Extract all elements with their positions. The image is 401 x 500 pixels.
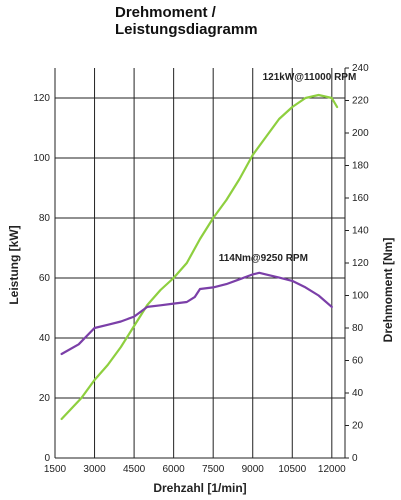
peak-power-annotation: 121kW@11000 RPM bbox=[263, 72, 357, 83]
y-right-tick-label: 240 bbox=[352, 63, 369, 74]
y-right-tick-label: 0 bbox=[352, 453, 358, 464]
y-left-tick-label: 80 bbox=[39, 213, 51, 224]
peak-torque-annotation: 114Nm@9250 RPM bbox=[219, 253, 308, 264]
y-right-tick-label: 60 bbox=[352, 356, 364, 367]
x-tick-label: 7500 bbox=[202, 464, 225, 475]
annotations: 121kW@11000 RPM 114Nm@9250 RPM bbox=[219, 72, 357, 264]
y-right-tick-label: 200 bbox=[352, 128, 369, 139]
x-tick-label: 4500 bbox=[123, 464, 146, 475]
grid-lines bbox=[54, 68, 346, 459]
x-tick-label: 10500 bbox=[278, 464, 306, 475]
y-right-tick-label: 120 bbox=[352, 258, 369, 269]
y-right-tick-label: 100 bbox=[352, 291, 369, 302]
x-tick-label: 3000 bbox=[83, 464, 106, 475]
y-right-tick-label: 140 bbox=[352, 226, 369, 237]
chart-title-line-2: Leistungsdiagramm bbox=[115, 21, 258, 38]
y-left-tick-label: 120 bbox=[33, 93, 50, 104]
y-right-axis-label: Drehmoment [Nm] bbox=[381, 238, 395, 343]
y-left-axis-label: Leistung [kW] bbox=[7, 225, 21, 304]
y-left-tick-label: 100 bbox=[33, 153, 50, 164]
y-right-tick-label: 220 bbox=[352, 96, 369, 107]
y-left-tick-label: 60 bbox=[39, 273, 51, 284]
chart-title-line-1: Drehmoment / bbox=[115, 4, 216, 21]
y-left-tick-label: 40 bbox=[39, 333, 51, 344]
y-right-tick-label: 80 bbox=[352, 323, 364, 334]
y-right-tick-label: 20 bbox=[352, 421, 364, 432]
series-lines bbox=[60, 93, 339, 421]
x-tick-label: 6000 bbox=[163, 464, 186, 475]
x-tick-labels: 1500 3000 4500 6000 7500 9000 10500 12000 bbox=[44, 464, 346, 475]
y-left-tick-label: 20 bbox=[39, 393, 51, 404]
x-tick-label: 1500 bbox=[44, 464, 67, 475]
x-tick-label: 12000 bbox=[318, 464, 346, 475]
power-curve bbox=[60, 93, 339, 421]
y-right-tick-label: 160 bbox=[352, 193, 369, 204]
torque-curve bbox=[60, 271, 333, 356]
x-axis-label: Drehzahl [1/min] bbox=[153, 481, 246, 495]
y-right-tick-label: 40 bbox=[352, 388, 364, 399]
y-right-tick-label: 180 bbox=[352, 161, 369, 172]
y-right-tick-labels: 0 20 40 60 80 100 120 140 160 180 200 220 240 bbox=[345, 63, 369, 464]
x-tick-label: 9000 bbox=[242, 464, 265, 475]
chart-title: Drehmoment / Leistungsdiagramm bbox=[115, 4, 258, 38]
y-left-tick-label: 0 bbox=[44, 453, 50, 464]
y-left-tick-labels: 0 20 40 60 80 100 120 bbox=[33, 93, 50, 464]
